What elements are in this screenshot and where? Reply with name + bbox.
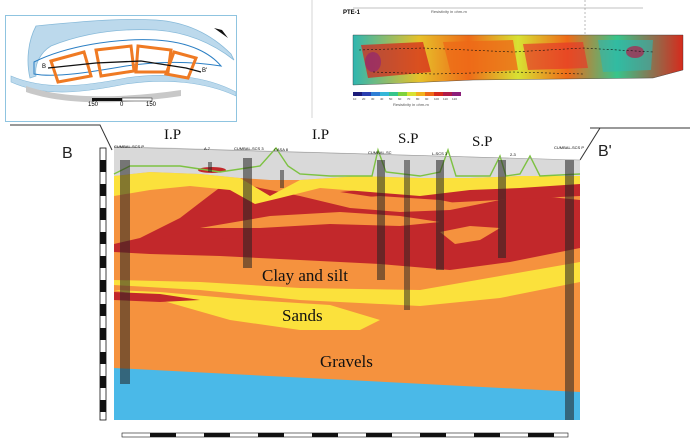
- map-drawing: [10, 19, 236, 103]
- colorbar-swatch: [371, 92, 380, 96]
- well-label: A.7: [204, 146, 211, 151]
- well-log-4: [404, 160, 410, 310]
- well-log-5: [436, 160, 444, 270]
- horizontal-scale: [121, 432, 569, 438]
- map-label-start: B: [42, 64, 47, 70]
- well-label: CUMBAL-SC: [368, 150, 392, 155]
- colorbar-tick: 60: [398, 97, 402, 101]
- well-label: 2-3: [510, 152, 516, 157]
- colorbar-tick: 90: [425, 97, 429, 101]
- colorbar-tick: 10: [353, 97, 357, 101]
- zone-4: [163, 50, 199, 80]
- colorbar-tick: 50: [389, 97, 393, 101]
- well-label: L-SCS 3: [432, 151, 448, 156]
- river-lower: [10, 75, 236, 97]
- zone-1: [49, 50, 93, 84]
- header-label-sp-2: S.P: [472, 134, 493, 150]
- colorbar-tick: 30: [371, 97, 375, 101]
- header-label-sp-1: S.P: [398, 131, 419, 147]
- colorbar-swatch: [425, 92, 434, 96]
- well-log-1: [120, 160, 130, 384]
- gravel-interbed-3: [440, 226, 500, 244]
- section-label-end: B': [598, 143, 612, 160]
- colorbar-swatch: [407, 92, 416, 96]
- north-arrow-icon: [214, 28, 228, 38]
- well-label: CUMBAL-SCS P: [114, 144, 145, 149]
- well-log-3: [377, 160, 385, 280]
- header-label-ip-1: I.P: [164, 127, 182, 143]
- header-label-ip-2: I.P: [312, 127, 330, 143]
- ert-top-axis-label: Resistivity in ohm-m: [431, 9, 467, 14]
- well-log-7: [565, 160, 574, 420]
- well-log-small: [208, 162, 212, 172]
- well-log-6: [498, 160, 506, 258]
- scale-label-left: 150: [88, 102, 99, 108]
- layer-sands-lower: [114, 262, 580, 306]
- colorbar-swatch: [380, 92, 389, 96]
- colorbar-tick: 80: [416, 97, 420, 101]
- layer-sands-top: [114, 172, 580, 204]
- layer-base: [114, 368, 580, 420]
- map-inset: B B' 150 0 150: [5, 15, 237, 122]
- well-label: CASA 8: [274, 147, 289, 152]
- colorbar-tick: 120: [452, 97, 458, 101]
- colorbar-tick: 40: [380, 97, 384, 101]
- ert-drawing: [352, 0, 684, 86]
- section-label-start: B: [62, 145, 73, 162]
- zone-2: [94, 44, 136, 78]
- well-label: CUMBAL-SCS 3: [234, 146, 264, 151]
- well-log-small: [280, 170, 284, 188]
- colorbar-tick: 20: [362, 97, 366, 101]
- colorbar-swatch: [353, 92, 362, 96]
- colorbar-swatch: [416, 92, 425, 96]
- ert-colorbar-caption: Resistivity in ohm-m: [393, 102, 429, 107]
- colorbar-swatch: [362, 92, 371, 96]
- colorbar-swatch: [389, 92, 398, 96]
- well-log-2: [243, 158, 252, 268]
- study-area-outline: [33, 39, 223, 76]
- ert-profile-id: PTE-1: [343, 10, 361, 16]
- label-clay-and-silt: Clay and silt: [262, 266, 348, 285]
- ert-colorbar: [353, 92, 461, 96]
- ert-colorbar-ticks: 10 20 30 40 50 60 70 80 90 100 110 120: [353, 97, 461, 101]
- ert-panel: PTE-1 Resistivity in ohm-m: [313, 0, 691, 118]
- colorbar-tick: 110: [443, 97, 448, 101]
- colorbar-swatch: [398, 92, 407, 96]
- scale-label-right: 150: [146, 102, 157, 108]
- colorbar-swatch: [434, 92, 443, 96]
- colorbar-tick: 70: [407, 97, 411, 101]
- section-line: [47, 60, 202, 73]
- map-label-end: B': [202, 68, 208, 74]
- colorbar-swatch: [443, 92, 452, 96]
- clay-bottom-left: [114, 292, 200, 302]
- colorbar-tick: 100: [434, 97, 440, 101]
- colorbar-swatch: [452, 92, 461, 96]
- gravel-interbed-2: [330, 196, 470, 210]
- scale-label-mid: 0: [120, 102, 124, 108]
- well-label: CUMBAL-SCS P: [554, 145, 585, 150]
- label-gravels: Gravels: [320, 352, 373, 371]
- river: [27, 19, 235, 79]
- layer-topsoil: [114, 146, 580, 180]
- label-sands: Sands: [282, 306, 323, 325]
